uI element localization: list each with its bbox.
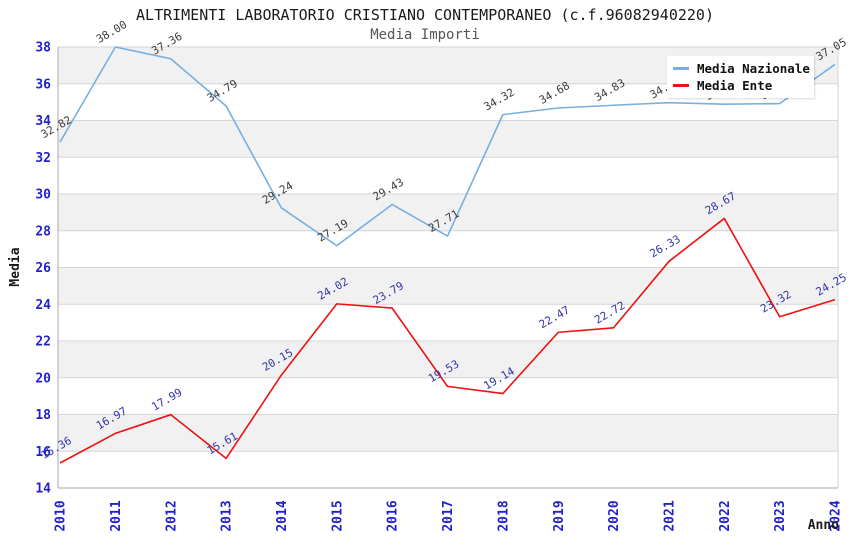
data-label: 17.99 [149, 386, 184, 414]
legend-item-media-ente: Media Ente [673, 77, 814, 94]
x-tick-label: 2018 [496, 500, 511, 531]
x-tick-label: 2011 [109, 500, 124, 531]
y-tick-label: 34 [35, 114, 51, 129]
x-tick-label: 2013 [220, 500, 235, 531]
x-tick-label: 2016 [386, 500, 401, 531]
y-tick-label: 32 [35, 151, 51, 166]
data-label: 26.33 [648, 232, 683, 260]
series-line-media-ente [59, 217, 836, 464]
band-row [58, 194, 838, 231]
legend: Media Nazionale Media Ente [667, 56, 814, 98]
legend-label-media-nazionale: Media Nazionale [697, 61, 810, 76]
x-tick-label: 2017 [441, 500, 456, 531]
band-row [58, 341, 838, 378]
x-tick-label: 2010 [54, 500, 69, 531]
series-line-media-nazionale [59, 46, 836, 247]
band-row [58, 414, 838, 452]
x-tick-label: 2012 [164, 500, 179, 531]
legend-swatch-media-nazionale-icon [673, 67, 689, 70]
legend-label-media-ente: Media Ente [697, 78, 773, 93]
data-label: 38.00 [94, 18, 129, 46]
data-label: 34.32 [482, 86, 517, 114]
chart-title: ALTRIMENTI LABORATORIO CRISTIANO CONTEMP… [136, 6, 714, 24]
y-tick-label: 16 [35, 445, 51, 460]
y-tick-label: 38 [35, 41, 51, 56]
x-tick-label: 2024 [829, 500, 844, 531]
y-tick-label: 20 [35, 371, 51, 386]
x-tick-label: 2022 [718, 500, 733, 531]
y-axis-title: Media [8, 247, 23, 286]
legend-item-media-nazionale: Media Nazionale [673, 60, 814, 77]
y-tick-label: 28 [35, 224, 51, 239]
y-tick-label: 14 [35, 482, 51, 497]
x-tick-label: 2021 [662, 500, 677, 531]
band-row [58, 120, 838, 158]
chart-subtitle: Media Importi [370, 27, 480, 43]
x-axis-title: Anno [808, 518, 839, 533]
band-row [58, 267, 838, 305]
data-label: 22.47 [537, 303, 572, 331]
x-tick-label: 2020 [607, 500, 622, 531]
y-tick-label: 22 [35, 335, 51, 350]
y-tick-label: 30 [35, 188, 51, 203]
x-tick-label: 2023 [773, 500, 788, 531]
x-tick-label: 2014 [275, 500, 290, 531]
x-tick-label: 2019 [552, 500, 567, 531]
y-tick-label: 36 [35, 77, 51, 92]
y-tick-label: 24 [35, 298, 51, 313]
legend-swatch-media-ente-icon [673, 84, 689, 87]
y-tick-label: 18 [35, 408, 51, 423]
x-tick-label: 2015 [330, 500, 345, 531]
y-tick-label: 26 [35, 261, 51, 276]
